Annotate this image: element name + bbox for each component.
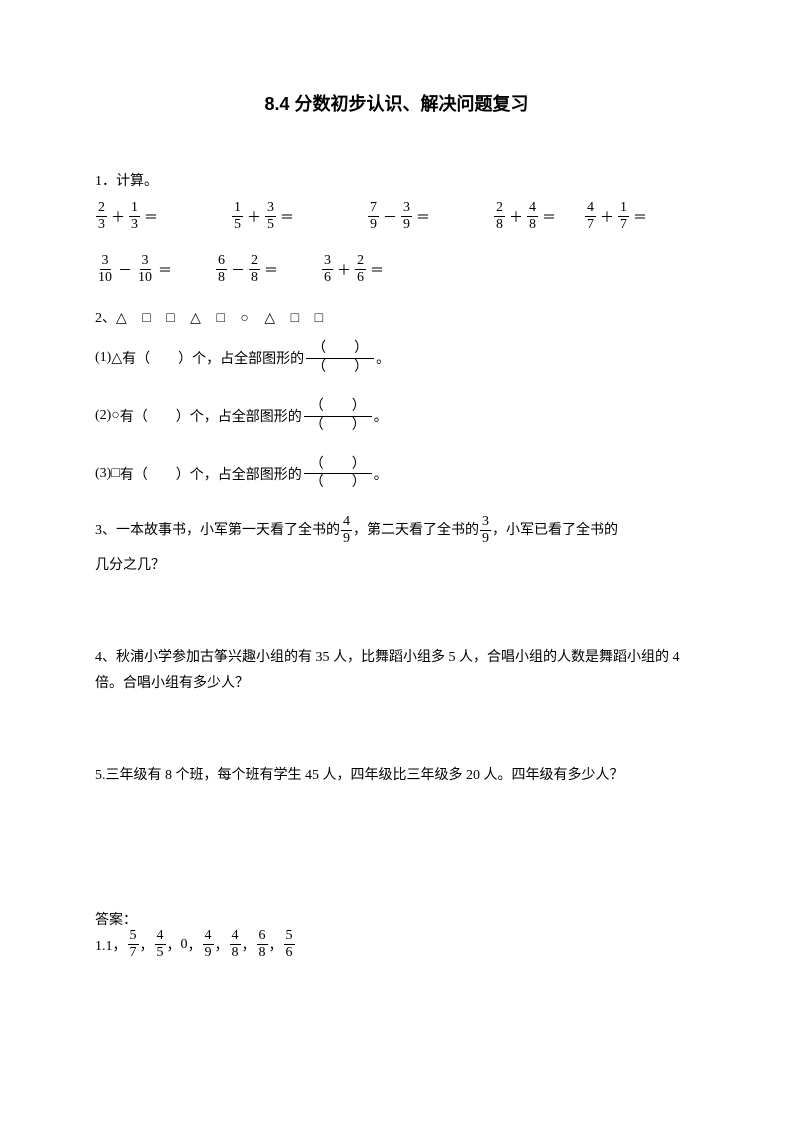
fraction: 35 xyxy=(265,201,276,232)
page-title: 8.4 分数初步认识、解决问题复习 xyxy=(95,90,698,116)
fraction: 68 xyxy=(257,929,268,960)
fraction: 23 xyxy=(96,201,107,232)
fraction: 310 xyxy=(96,254,114,285)
fraction: 49 xyxy=(341,515,352,546)
fraction: 310 xyxy=(136,254,154,285)
comma: ， xyxy=(140,935,154,955)
operator: － xyxy=(115,260,135,280)
comma: ， xyxy=(269,935,283,955)
q2-text: 有（ ）个，占全部图形的 xyxy=(120,464,302,484)
q3-post: ，小军已看了全书的 xyxy=(492,515,618,547)
equals: ＝ xyxy=(261,260,281,280)
fraction: 57 xyxy=(128,929,139,960)
q2-index: (2) xyxy=(95,408,111,424)
q2-shape: △ xyxy=(111,350,122,367)
q3-mid: ，第二天看了全书的 xyxy=(353,515,479,547)
q2-end: 。 xyxy=(374,464,388,484)
q1-row2: 310 － 310 ＝ 68 － 28 ＝ 36 ＋ 26 ＝ xyxy=(95,254,698,285)
fraction: 28 xyxy=(494,201,505,232)
fraction: 79 xyxy=(368,201,379,232)
fraction: 13 xyxy=(129,201,140,232)
blank-fraction: （ ）（ ） xyxy=(306,341,374,375)
comma: ， xyxy=(167,935,181,955)
worksheet-page: 8.4 分数初步认识、解决问题复习 1．计算。 23 ＋ 13 ＝ 15 ＋ 3… xyxy=(0,0,793,1122)
q2-item-2: (2) ○ 有（ ）个，占全部图形的 （ ）（ ） 。 xyxy=(95,399,698,433)
answers-label: 答案： xyxy=(95,909,698,929)
operator: ＋ xyxy=(108,207,128,227)
operator: ＋ xyxy=(506,207,526,227)
q3-pre: 3、一本故事书，小军第一天看了全书的 xyxy=(95,515,340,547)
ans-pre: 1.1， xyxy=(95,935,127,955)
fraction: 56 xyxy=(284,929,295,960)
q3-text: 3、一本故事书，小军第一天看了全书的 49 ，第二天看了全书的 39 ，小军已看… xyxy=(95,515,698,547)
operator: － xyxy=(228,260,248,280)
blank-fraction: （ ）（ ） xyxy=(304,457,372,491)
q2-text: 有（ ）个，占全部图形的 xyxy=(122,348,304,368)
q2-item-1: (1) △ 有（ ）个，占全部图形的 （ ）（ ） 。 xyxy=(95,341,698,375)
q2-shape: □ xyxy=(111,466,119,482)
fraction: 68 xyxy=(216,254,227,285)
equals: ＝ xyxy=(141,207,161,227)
operator: ＋ xyxy=(244,207,264,227)
equals: ＝ xyxy=(155,260,175,280)
fraction: 15 xyxy=(232,201,243,232)
comma: ， xyxy=(242,935,256,955)
fraction: 17 xyxy=(618,201,629,232)
q2-label: 2、 xyxy=(95,311,116,326)
operator: ＋ xyxy=(334,260,354,280)
q2-text: 有（ ）个，占全部图形的 xyxy=(120,406,302,426)
operator: － xyxy=(380,207,400,227)
fraction: 39 xyxy=(480,515,491,546)
fraction: 47 xyxy=(585,201,596,232)
blank-fraction: （ ）（ ） xyxy=(304,399,372,433)
fraction: 28 xyxy=(249,254,260,285)
q1-row1: 23 ＋ 13 ＝ 15 ＋ 35 ＝ 79 － 39 ＝ 28 ＋ 48 ＝ … xyxy=(95,201,698,232)
operator: ＋ xyxy=(597,207,617,227)
equals: ＝ xyxy=(413,207,433,227)
ans-zero: 0 xyxy=(181,937,188,953)
q2-shapes-row: 2、△ □ □ △ □ ○ △ □ □ xyxy=(95,307,698,327)
comma: ， xyxy=(215,935,229,955)
fraction: 49 xyxy=(203,929,214,960)
q2-end: 。 xyxy=(374,406,388,426)
q2-item-3: (3) □ 有（ ）个，占全部图形的 （ ）（ ） 。 xyxy=(95,457,698,491)
fraction: 48 xyxy=(230,929,241,960)
q3-line2: 几分之几？ xyxy=(95,553,698,580)
q5-text: 5.三年级有 8 个班，每个班有学生 45 人，四年级比三年级多 20 人。四年… xyxy=(95,763,698,790)
equals: ＝ xyxy=(630,207,650,227)
fraction: 45 xyxy=(155,929,166,960)
q1-label: 1．计算。 xyxy=(95,171,698,193)
fraction: 26 xyxy=(355,254,366,285)
fraction: 36 xyxy=(322,254,333,285)
q4-text: 4、秋浦小学参加古筝兴趣小组的有 35 人，比舞蹈小组多 5 人，合唱小组的人数… xyxy=(95,645,698,698)
comma: ， xyxy=(188,935,202,955)
q2-index: (3) xyxy=(95,466,111,482)
answers-line1: 1.1， 57 ， 45 ， 0 ， 49 ， 48 ， 68 ， 56 xyxy=(95,929,698,960)
equals: ＝ xyxy=(539,207,559,227)
equals: ＝ xyxy=(277,207,297,227)
fraction: 48 xyxy=(527,201,538,232)
fraction: 39 xyxy=(401,201,412,232)
q2-end: 。 xyxy=(376,348,390,368)
shape-sequence: △ □ □ △ □ ○ △ □ □ xyxy=(116,311,329,326)
q2-index: (1) xyxy=(95,350,111,366)
q2-shape: ○ xyxy=(111,408,119,424)
equals: ＝ xyxy=(367,260,387,280)
